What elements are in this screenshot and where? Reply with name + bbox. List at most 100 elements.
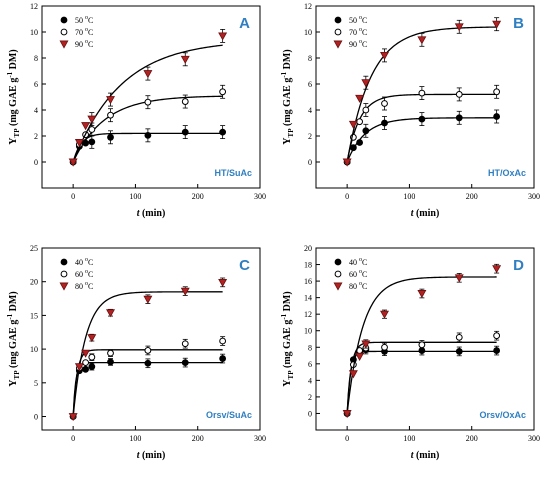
legend-label: 50 oC (75, 15, 93, 25)
plot-frame (41, 5, 261, 189)
data-point (362, 127, 370, 135)
data-point (380, 51, 389, 61)
data-point (107, 358, 114, 366)
x-tick-label: 300 (528, 434, 540, 443)
x-tick-label: 100 (129, 192, 141, 201)
y-tick-label: 15 (30, 311, 38, 320)
panel-c: 0 100 200 300 0 5 10 15 20 25 t (min) YTP (mg GAE g… (6, 244, 266, 461)
data-point (493, 113, 501, 120)
data-point (144, 359, 152, 367)
data-point (88, 138, 96, 146)
y-tick-label: 10 (30, 345, 38, 354)
data-point (493, 332, 501, 340)
panel-letter: D (513, 257, 524, 274)
panel-name: Orsv/OxAc (479, 410, 526, 420)
x-tick-label: 0 (71, 434, 75, 443)
legend-marker (59, 282, 69, 291)
y-tick-label: 4 (34, 106, 38, 115)
legend-label: 40 oC (349, 257, 367, 267)
data-point (143, 295, 153, 304)
y-tick-label: 0 (308, 158, 312, 167)
plot-frame (315, 5, 535, 189)
series-3 (342, 263, 502, 419)
series-2 (69, 84, 227, 166)
data-point (417, 36, 427, 45)
data-point (87, 334, 97, 343)
y-tick-label: 16 (304, 277, 312, 286)
y-tick-label: 4 (308, 106, 312, 115)
legend-marker (59, 40, 69, 49)
x-tick-label: 0 (345, 192, 349, 201)
fit-curve (346, 26, 497, 163)
y-axis-title: YTP (mg GAE g-1 DM) (280, 291, 295, 386)
legend-label: 60 oC (75, 269, 93, 279)
x-tick-label: 200 (466, 192, 478, 201)
data-point (381, 343, 388, 351)
legend-label: 50 oC (349, 15, 367, 25)
x-tick-label: 300 (254, 192, 266, 201)
data-point (218, 32, 228, 41)
legend-label: 70 oC (75, 27, 93, 37)
data-point (87, 115, 97, 124)
data-point (454, 274, 464, 283)
legend-label: 60 oC (349, 269, 367, 279)
x-tick-label: 100 (129, 434, 141, 443)
data-point (455, 333, 463, 341)
data-point (355, 352, 365, 361)
data-point (68, 413, 78, 422)
x-tick-label: 300 (528, 192, 540, 201)
y-tick-label: 14 (304, 294, 312, 303)
fit-curve (346, 276, 497, 414)
y-tick-label: 12 (30, 2, 38, 11)
y-axis-title: YTP (mg GAE g-1 DM) (6, 49, 21, 144)
data-point (492, 20, 502, 29)
y-tick-label: 10 (30, 28, 38, 37)
legend-marker (333, 282, 343, 291)
panel-a: 0 100 200 300 0 2 4 6 8 10 12 t (min) YTP (mg GAE g-… (6, 2, 266, 219)
series-2 (69, 336, 227, 420)
y-tick-label: 8 (308, 54, 312, 63)
y-tick-label: 2 (308, 393, 312, 402)
data-point (88, 126, 96, 133)
series-3 (68, 277, 228, 422)
legend-label: 40 oC (75, 257, 93, 267)
plot-frame (315, 247, 535, 431)
legend-marker (334, 270, 342, 278)
data-point (74, 363, 84, 372)
x-axis-title: t (min) (137, 450, 166, 461)
panel-letter: C (239, 257, 250, 274)
plot-frame (41, 247, 261, 431)
x-axis-title: t (min) (411, 450, 440, 461)
legend-marker (60, 28, 68, 36)
series-1 (343, 345, 501, 417)
data-point (342, 158, 352, 167)
data-point (455, 91, 463, 98)
y-tick-label: 10 (304, 327, 312, 336)
x-tick-label: 100 (403, 192, 415, 201)
series-1 (343, 109, 501, 166)
y-tick-label: 4 (308, 376, 312, 385)
data-point (144, 98, 152, 106)
panel-d: 0 100 200 300 0 2 4 6 8 10 12 14 16 18 20 t (min) YTP (m… (280, 244, 540, 461)
data-point (418, 89, 426, 97)
legend-label: 80 oC (75, 281, 93, 291)
y-axis-title: YTP (mg GAE g-1 DM) (6, 291, 21, 386)
data-point (454, 23, 464, 32)
x-axis-title: t (min) (137, 208, 166, 219)
data-point (348, 370, 358, 379)
data-point (219, 88, 227, 96)
y-tick-label: 6 (308, 80, 312, 89)
fit-curve (72, 291, 223, 417)
x-tick-label: 0 (71, 192, 75, 201)
series-1 (69, 353, 227, 420)
data-point (493, 347, 501, 354)
series-3 (342, 17, 502, 167)
fit-curve (72, 44, 223, 163)
legend-marker (333, 40, 343, 49)
data-point (81, 349, 91, 358)
fit-curve (346, 93, 497, 163)
y-tick-label: 12 (304, 310, 312, 319)
data-point (181, 98, 189, 105)
